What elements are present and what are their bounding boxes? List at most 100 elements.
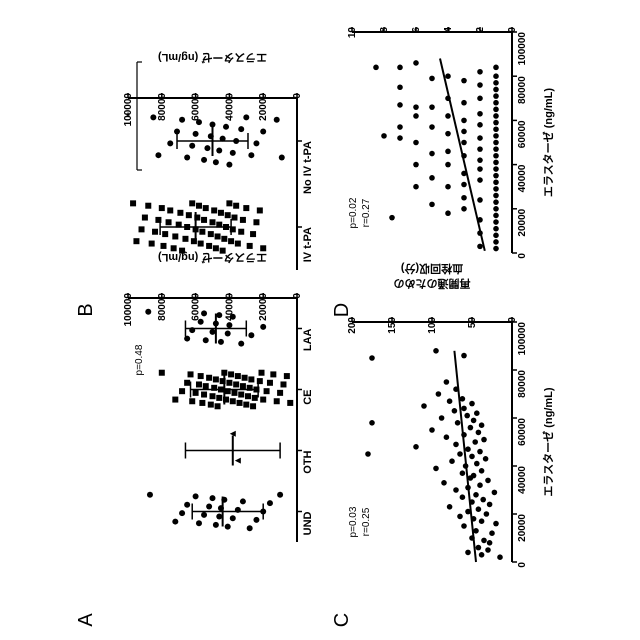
data-point (473, 528, 479, 534)
data-point (493, 133, 499, 139)
data-point-iv-t-pa (240, 217, 246, 223)
data-point-ce (206, 375, 212, 381)
x-tick-label: 20000 (517, 514, 528, 542)
data-point-no-iv-t-pa (253, 140, 259, 146)
data-point (481, 437, 487, 443)
data-point-iv-t-pa (206, 243, 212, 249)
data-point (471, 473, 477, 479)
data-point-no-iv-t-pa (238, 126, 244, 132)
data-point (469, 401, 475, 407)
x-tick-label: 100000 (517, 32, 528, 66)
y-tick-label: 10 (347, 27, 358, 39)
data-point-und (179, 510, 185, 516)
data-point-iv-t-pa (208, 231, 214, 237)
data-point (477, 166, 483, 172)
data-point-no-iv-t-pa (189, 143, 195, 149)
data-point-iv-t-pa (130, 200, 136, 206)
data-point (471, 418, 477, 424)
y-tick-label: 100 (427, 317, 438, 334)
data-point (477, 244, 483, 250)
data-point (445, 184, 451, 190)
data-point-iv-t-pa (226, 200, 232, 206)
data-point (429, 76, 435, 82)
data-point (481, 538, 487, 544)
data-point (397, 135, 403, 141)
y-tick-label: 2 (475, 27, 486, 33)
data-point (461, 100, 467, 106)
data-point-iv-t-pa (166, 219, 172, 225)
data-point (413, 113, 419, 119)
data-point-und (196, 520, 202, 526)
data-point-ce (250, 403, 256, 409)
data-point (449, 458, 455, 464)
data-point (493, 213, 499, 219)
data-point-iv-t-pa (243, 205, 249, 211)
data-point (477, 146, 483, 152)
data-point-ce (179, 388, 185, 394)
panel-letter: A (75, 613, 97, 627)
data-point-laa (203, 337, 209, 343)
data-point-ce (287, 400, 293, 406)
data-point (413, 104, 419, 110)
data-point-laa (226, 322, 232, 328)
r-value-annotation: r=0.25 (361, 507, 372, 536)
data-point-ce (233, 381, 239, 387)
data-point-laa (248, 332, 254, 338)
data-point-und (230, 515, 236, 521)
data-point-ce (245, 393, 251, 399)
data-point-laa (201, 310, 207, 316)
data-point-iv-t-pa (142, 215, 148, 221)
data-point (493, 107, 499, 113)
data-point (473, 492, 479, 498)
data-point-ce (193, 390, 199, 396)
data-point-iv-t-pa (186, 212, 192, 218)
data-point (493, 226, 499, 232)
data-point-iv-t-pa (179, 248, 185, 254)
data-point (493, 87, 499, 93)
data-point (445, 131, 451, 137)
data-point-ce (203, 383, 209, 389)
category-tick-label: LAA (302, 328, 314, 351)
data-point (444, 379, 450, 385)
data-point-iv-t-pa (159, 205, 165, 211)
data-point (474, 461, 480, 467)
data-point-no-iv-t-pa (193, 131, 199, 137)
panel-letter: D (331, 303, 353, 317)
data-point (479, 468, 485, 474)
value-tick-label: 20000 (258, 293, 269, 321)
data-point-iv-t-pa (220, 248, 226, 254)
data-point-no-iv-t-pa (201, 157, 207, 163)
data-point-ce (243, 402, 249, 408)
value-tick-label: 60000 (191, 93, 202, 121)
data-point-ce (238, 392, 244, 398)
x-tick-label: 0 (517, 253, 528, 259)
data-point (457, 451, 463, 457)
data-point (484, 511, 490, 517)
significance-star: * (126, 111, 131, 123)
data-point-iv-t-pa (145, 203, 151, 209)
data-point-iv-t-pa (196, 203, 202, 209)
x-tick-label: 60000 (517, 120, 528, 148)
data-point (493, 246, 499, 252)
data-point-laa (198, 319, 204, 325)
x-tick-label: 40000 (517, 164, 528, 192)
data-point (477, 69, 483, 75)
data-point-iv-t-pa (160, 243, 166, 249)
data-point (461, 182, 467, 188)
category-tick-label: UND (302, 511, 314, 535)
data-point-ce (215, 403, 221, 409)
p-value-annotation: p=0.48 (134, 344, 145, 375)
data-point (461, 78, 467, 84)
data-point-und (216, 514, 222, 520)
data-point-iv-t-pa (231, 215, 237, 221)
data-point-ce (228, 371, 234, 377)
category-tick-label: No IV t-PA (302, 141, 314, 194)
data-point (461, 129, 467, 135)
value-tick-label: 80000 (157, 93, 168, 121)
data-point (493, 93, 499, 99)
data-point-iv-t-pa (233, 203, 239, 209)
data-point-no-iv-t-pa (226, 162, 232, 168)
data-point-ce (240, 383, 246, 389)
data-point-iv-t-pa (253, 219, 259, 225)
r-value-annotation: r=0.27 (361, 198, 372, 227)
